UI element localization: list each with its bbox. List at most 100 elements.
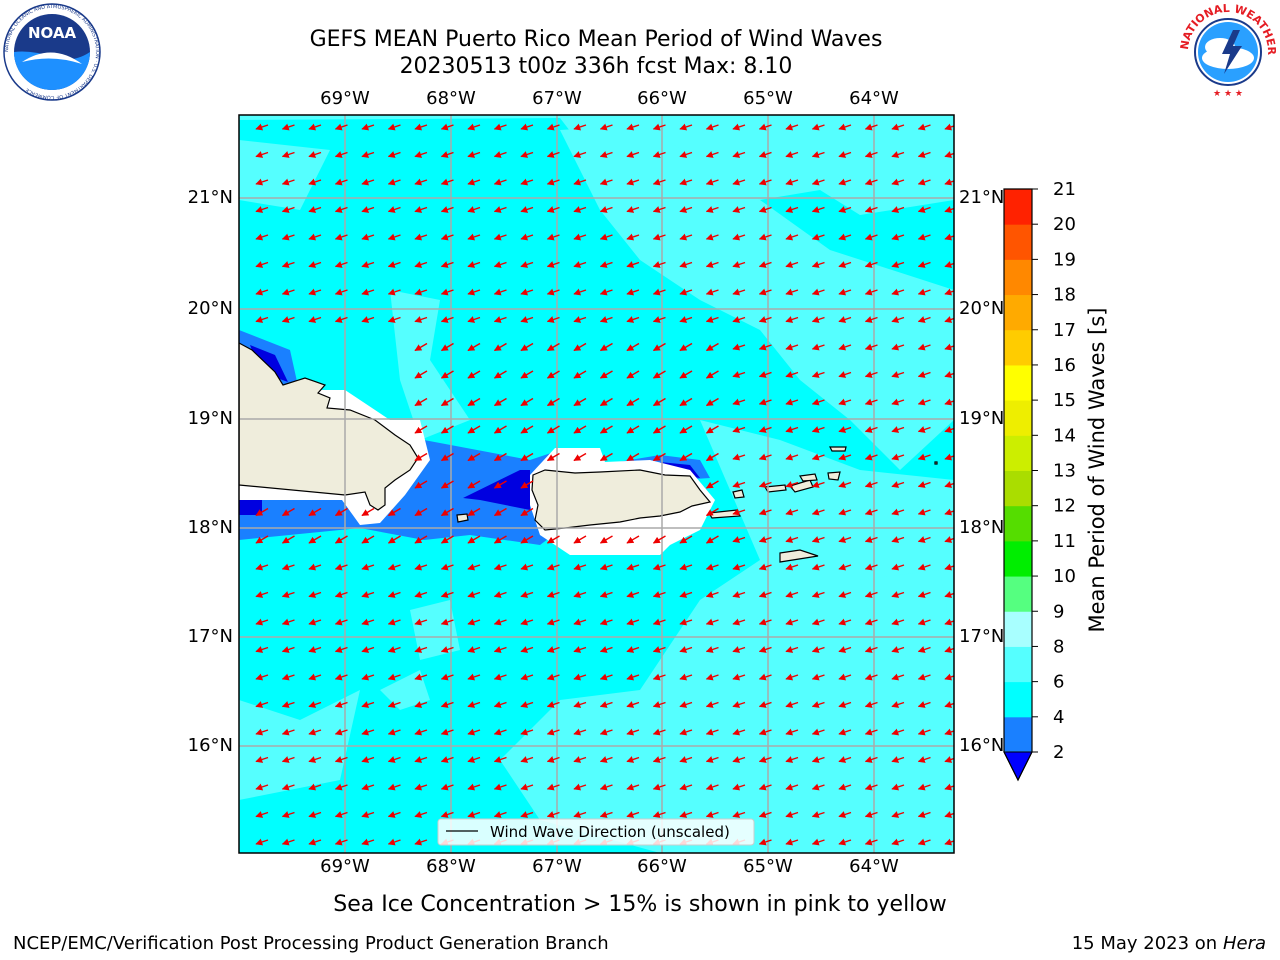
wind-wave-arrow xyxy=(705,756,719,763)
wind-wave-arrow xyxy=(732,343,746,351)
wind-wave-arrow xyxy=(944,453,954,461)
wind-wave-arrow xyxy=(546,178,560,186)
wind-wave-arrow xyxy=(732,178,746,186)
wind-wave-arrow xyxy=(334,591,348,598)
wind-wave-arrow xyxy=(599,701,613,708)
wind-wave-arrow xyxy=(255,535,269,544)
wind-wave-arrow xyxy=(493,673,507,681)
wind-wave-arrow xyxy=(917,371,931,378)
lat-tick-left: 19°N xyxy=(187,408,233,429)
wind-wave-arrow xyxy=(944,618,954,626)
wind-wave-arrow xyxy=(573,316,587,323)
wind-wave-arrow xyxy=(520,452,534,462)
wind-wave-arrow xyxy=(705,452,719,462)
colorbar-bin xyxy=(1004,681,1032,718)
wind-wave-arrow xyxy=(493,316,507,323)
wind-wave-arrow xyxy=(917,673,931,681)
wind-wave-arrow xyxy=(838,563,852,571)
wind-wave-arrow xyxy=(334,563,348,571)
wind-wave-arrow xyxy=(308,563,322,571)
wind-wave-arrow xyxy=(440,783,454,791)
wind-wave-arrow xyxy=(281,123,295,131)
wind-wave-arrow xyxy=(493,591,507,598)
wind-wave-arrow xyxy=(838,261,852,268)
wind-wave-arrow xyxy=(599,425,613,434)
wind-wave-arrow xyxy=(387,316,401,323)
wind-wave-arrow xyxy=(891,508,905,516)
wind-wave-arrow xyxy=(546,151,560,158)
wind-wave-arrow xyxy=(785,811,799,818)
wind-wave-arrow xyxy=(467,206,481,213)
wind-wave-arrow xyxy=(652,370,666,379)
wind-wave-arrow xyxy=(440,261,454,268)
wind-wave-arrow xyxy=(626,397,640,407)
wind-wave-arrow xyxy=(891,838,905,846)
wind-wave-arrow xyxy=(493,756,507,763)
wind-wave-arrow xyxy=(652,288,666,296)
wind-wave-arrow xyxy=(520,370,534,379)
wind-wave-arrow xyxy=(440,728,454,736)
wind-wave-arrow xyxy=(891,343,905,351)
wind-wave-arrow xyxy=(361,151,375,158)
wind-wave-arrow xyxy=(281,535,295,544)
wind-wave-arrow xyxy=(732,618,746,626)
wind-wave-arrow xyxy=(917,508,931,516)
wind-wave-arrow xyxy=(785,398,799,406)
wind-wave-arrow xyxy=(281,261,295,268)
wind-wave-arrow xyxy=(705,288,719,296)
wind-wave-arrow xyxy=(705,370,719,379)
lon-tick-top: 68°W xyxy=(426,88,476,109)
wind-wave-arrow xyxy=(838,783,852,791)
wind-wave-arrow xyxy=(891,673,905,681)
wind-wave-arrow xyxy=(626,342,640,352)
wind-wave-arrow xyxy=(281,618,295,626)
wind-wave-arrow xyxy=(414,535,428,544)
wind-wave-arrow xyxy=(758,536,772,543)
wind-wave-arrow xyxy=(334,618,348,626)
wind-wave-arrow xyxy=(679,233,693,241)
wind-wave-arrow xyxy=(361,288,375,296)
wind-wave-arrow xyxy=(758,811,772,818)
wind-wave-arrow xyxy=(758,838,772,846)
wind-wave-arrow xyxy=(785,453,799,461)
land xyxy=(239,342,938,563)
wind-wave-arrow xyxy=(705,233,719,241)
wind-wave-arrow xyxy=(361,728,375,736)
wind-wave-arrow xyxy=(917,783,931,791)
wind-wave-arrow xyxy=(917,536,931,543)
wind-wave-arrow xyxy=(440,233,454,241)
wind-wave-arrow xyxy=(864,536,878,543)
wind-wave-arrow xyxy=(679,452,693,462)
wind-wave-arrow xyxy=(838,481,852,488)
wind-wave-arrow xyxy=(467,370,481,379)
wind-wave-arrow xyxy=(520,591,534,598)
wind-wave-arrow xyxy=(838,838,852,846)
colorbar-tick-label: 6 xyxy=(1053,672,1064,693)
wind-wave-arrow xyxy=(917,838,931,846)
wind-wave-arrow xyxy=(838,756,852,763)
lon-tick-bottom: 67°W xyxy=(532,856,582,877)
wind-wave-arrow xyxy=(520,618,534,626)
wind-wave-arrow xyxy=(255,206,269,213)
wind-wave-arrow xyxy=(891,206,905,213)
footer-date: 15 May 2023 on Hera xyxy=(1071,933,1266,954)
wind-wave-arrows xyxy=(255,123,954,846)
wind-wave-arrow xyxy=(811,178,825,186)
wind-wave-arrow xyxy=(467,563,481,571)
wind-wave-arrow xyxy=(573,756,587,763)
wind-wave-arrow xyxy=(758,591,772,598)
lon-tick-top: 66°W xyxy=(637,88,687,109)
wind-wave-arrow xyxy=(387,701,401,708)
wind-wave-arrow xyxy=(626,425,640,434)
wind-wave-arrow xyxy=(838,536,852,543)
wind-wave-arrow xyxy=(308,535,322,544)
wind-wave-arrow xyxy=(573,206,587,213)
wind-wave-arrow xyxy=(361,507,375,517)
wind-wave-arrow xyxy=(864,701,878,708)
wind-wave-arrow xyxy=(758,178,772,186)
wind-wave-arrow xyxy=(679,397,693,407)
wind-wave-arrow xyxy=(944,151,954,158)
wind-wave-arrow xyxy=(944,123,954,131)
wind-wave-arrow xyxy=(467,452,481,462)
wind-wave-arrow xyxy=(864,398,878,406)
